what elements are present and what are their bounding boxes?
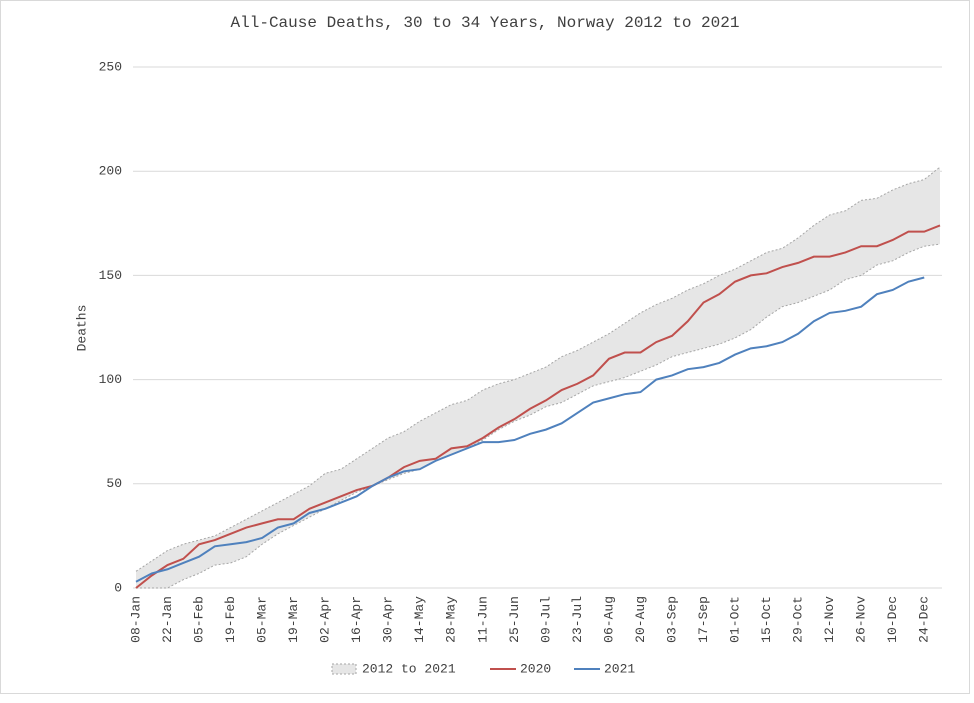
y-tick-label: 50: [106, 476, 122, 491]
band-edge: [135, 166, 941, 572]
legend-label: 2021: [604, 661, 635, 676]
x-tick-label: 29-Oct: [791, 596, 806, 643]
x-tick-label: 25-Jun: [507, 596, 522, 643]
x-tick-label: 11-Jun: [475, 596, 490, 643]
x-tick-label: 24-Dec: [917, 596, 932, 643]
band-area: [136, 167, 940, 589]
x-tick-label: 10-Dec: [885, 596, 900, 643]
x-tick-label: 03-Sep: [664, 596, 679, 643]
y-axis-label: Deaths: [74, 305, 89, 352]
y-tick-label: 150: [99, 268, 122, 283]
legend-label: 2012 to 2021: [362, 661, 456, 676]
x-tick-label: 14-May: [412, 596, 427, 643]
x-tick-label: 05-Feb: [191, 596, 206, 643]
line: [135, 224, 941, 589]
x-tick-label: 30-Apr: [381, 596, 396, 643]
x-tick-label: 16-Apr: [349, 596, 364, 643]
x-tick-label: 22-Jan: [160, 596, 175, 643]
x-tick-label: 02-Apr: [318, 596, 333, 643]
band-edge: [136, 243, 941, 589]
x-tick-label: 15-Oct: [759, 596, 774, 643]
legend-swatch: [331, 663, 357, 675]
chart-title: All-Cause Deaths, 30 to 34 Years, Norway…: [231, 14, 740, 32]
x-tick-label: 19-Feb: [223, 596, 238, 643]
x-tick-label: 23-Jul: [570, 596, 585, 643]
line: [135, 276, 925, 583]
y-tick-label: 200: [99, 164, 122, 179]
x-tick-label: 28-May: [444, 596, 459, 643]
x-tick-label: 19-Mar: [286, 596, 301, 643]
legend-label: 2020: [520, 661, 551, 676]
x-tick-label: 26-Nov: [854, 596, 869, 643]
y-tick-label: 250: [99, 59, 122, 74]
x-tick-label: 17-Sep: [696, 596, 711, 643]
x-tick-label: 06-Aug: [601, 596, 616, 643]
x-tick-label: 01-Oct: [727, 596, 742, 643]
x-tick-label: 20-Aug: [633, 596, 648, 643]
x-tick-label: 08-Jan: [128, 596, 143, 643]
x-tick-label: 05-Mar: [255, 596, 270, 643]
x-tick-label: 09-Jul: [538, 596, 553, 643]
y-tick-label: 0: [114, 580, 122, 595]
y-tick-label: 100: [99, 372, 122, 387]
x-tick-label: 12-Nov: [822, 596, 837, 643]
